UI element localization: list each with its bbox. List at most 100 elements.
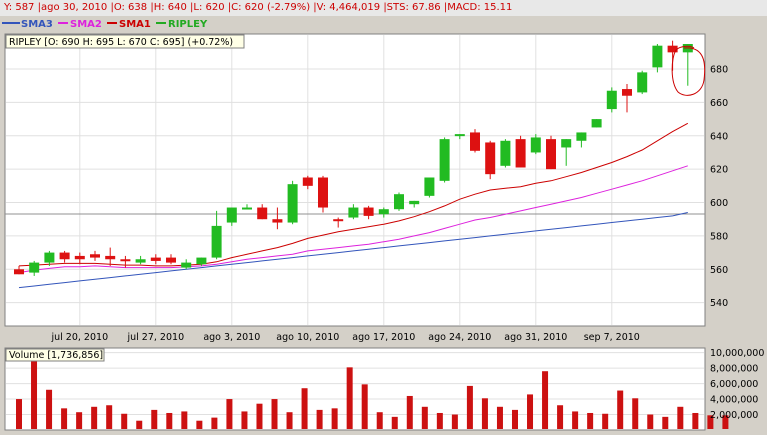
volume-bar[interactable] [316,409,323,429]
volume-bar[interactable] [662,416,669,429]
volume-bar[interactable] [256,403,263,429]
volume-bar[interactable] [617,390,624,429]
candle[interactable] [287,180,298,225]
volume-bar[interactable] [301,388,308,429]
candle[interactable] [652,44,663,73]
candle[interactable] [257,204,268,220]
candle-body [348,207,359,218]
volume-bar[interactable] [166,412,173,429]
candle[interactable] [14,265,24,275]
candle[interactable] [226,207,237,226]
candle-body [14,269,24,275]
volume-bar[interactable] [136,420,143,429]
candle[interactable] [348,204,359,220]
candle-body [591,119,602,128]
volume-bar[interactable] [376,412,383,429]
volume-bar[interactable] [587,412,594,429]
candle[interactable] [363,205,374,220]
candle[interactable] [546,135,556,170]
volume-bar[interactable] [632,398,639,429]
volume-bar[interactable] [692,412,699,429]
volume-bar[interactable] [527,394,534,429]
volume-bar[interactable] [602,413,609,429]
candle[interactable] [424,177,435,198]
volume-bar[interactable] [511,409,518,429]
candle[interactable] [181,259,192,270]
volume-tick-label: 10,000,000 [710,348,764,359]
candle[interactable] [242,204,252,210]
volume-bar[interactable] [361,384,368,429]
candle[interactable] [394,192,404,211]
candle[interactable] [120,255,131,268]
candle[interactable] [90,250,100,261]
volume-bar[interactable] [677,406,684,429]
candle[interactable] [302,175,313,190]
volume-bar[interactable] [16,399,22,429]
volume-bar[interactable] [61,408,68,429]
candle[interactable] [150,254,161,265]
volume-bar[interactable] [707,415,714,429]
volume-bar[interactable] [31,349,38,429]
candle[interactable] [272,207,283,230]
candle[interactable] [637,70,648,95]
candle[interactable] [622,84,632,113]
candle[interactable] [44,250,55,266]
volume-bar[interactable] [572,411,579,429]
volume-bar[interactable] [722,415,729,429]
candle[interactable] [485,140,496,180]
candle[interactable] [333,217,344,228]
volume-bar[interactable] [481,398,488,429]
volume-bar[interactable] [647,414,654,429]
volume-bar[interactable] [466,385,473,429]
candle[interactable] [318,175,328,213]
volume-bar[interactable] [286,412,293,429]
volume-bar[interactable] [436,412,443,429]
candle[interactable] [29,260,40,276]
candle-body [485,142,496,175]
volume-bar[interactable] [46,389,53,429]
candle[interactable] [576,132,587,148]
candle[interactable] [439,137,450,183]
volume-bar[interactable] [542,371,549,429]
candle[interactable] [409,200,420,208]
candle[interactable] [454,134,465,140]
volume-bar[interactable] [557,405,564,429]
volume-bar[interactable] [406,395,413,429]
volume-bar[interactable] [391,416,398,429]
volume-bar[interactable] [271,399,278,429]
candle[interactable] [59,250,70,263]
candle[interactable] [378,207,389,218]
candle[interactable] [591,119,602,128]
volume-bar[interactable] [226,399,233,429]
candle[interactable] [196,257,207,266]
candle[interactable] [530,134,541,155]
price-plot-area[interactable] [4,33,706,327]
candle[interactable] [606,87,617,113]
candle[interactable] [561,139,572,166]
volume-bar[interactable] [421,406,428,429]
volume-bar[interactable] [106,405,113,429]
candle[interactable] [135,255,146,265]
candle[interactable] [105,247,116,266]
volume-bar[interactable] [151,409,158,429]
candle[interactable] [166,254,176,265]
volume-bar[interactable] [346,367,353,429]
volume-bar[interactable] [211,417,218,429]
candle[interactable] [470,129,480,153]
volume-bar[interactable] [241,411,248,429]
candle[interactable] [500,139,511,168]
series-line-sma1 [18,122,689,267]
volume-bar[interactable] [196,420,203,429]
volume-bar[interactable] [331,408,338,429]
candle[interactable] [74,252,85,265]
candle[interactable] [211,210,222,260]
candle[interactable] [515,135,526,168]
x-tick-label: jul 27, 2010 [126,332,184,343]
volume-bar[interactable] [121,413,128,429]
volume-bar[interactable] [496,406,503,429]
candle-body [606,90,617,110]
volume-bar[interactable] [181,411,188,429]
volume-bar[interactable] [76,412,83,429]
volume-bar[interactable] [451,414,458,429]
volume-bar[interactable] [91,406,98,429]
